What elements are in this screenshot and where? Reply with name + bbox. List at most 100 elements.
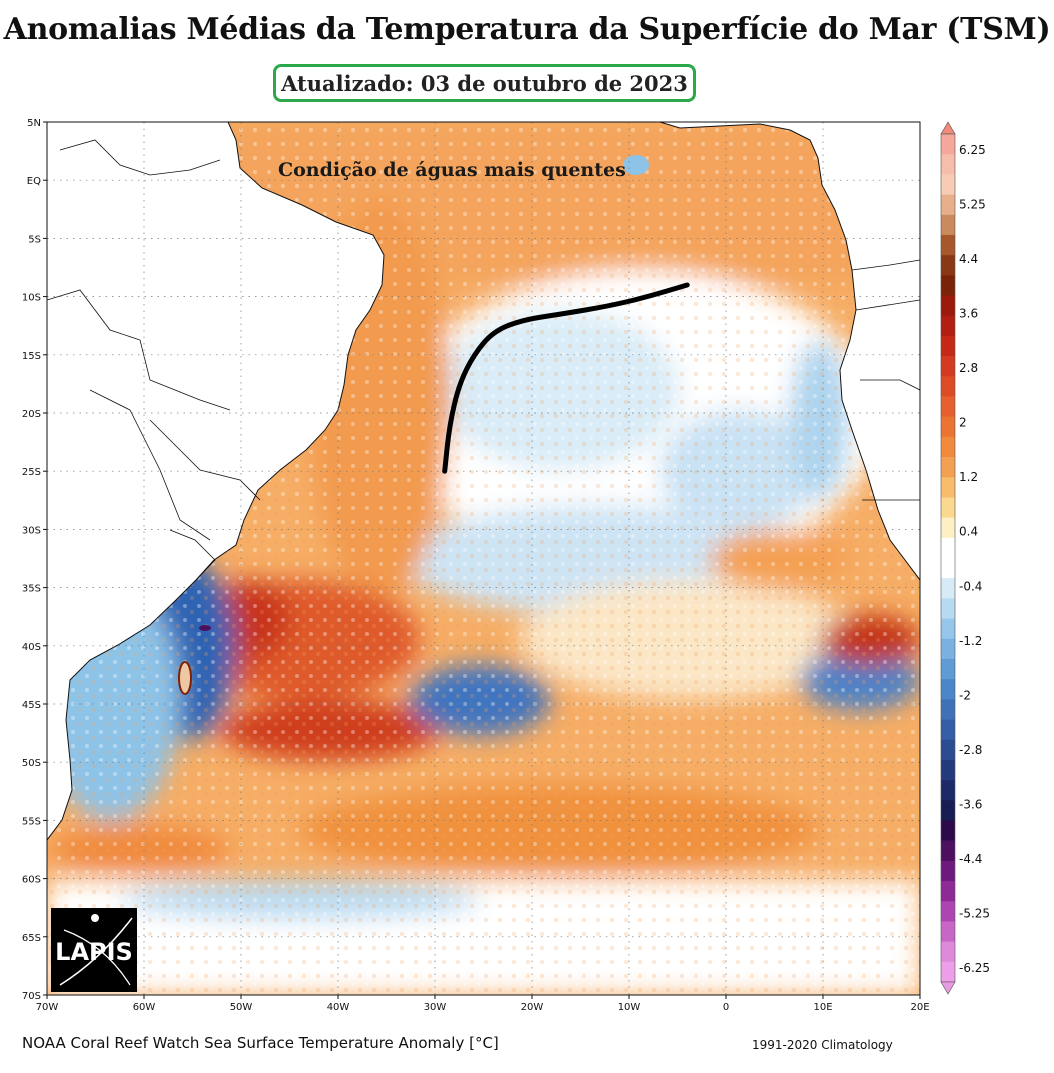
colorbar-swatch: [941, 255, 955, 276]
colorbar-tick-label: 6.25: [959, 143, 986, 157]
colorbar-swatch: [941, 234, 955, 256]
colorbar-swatch: [941, 194, 955, 216]
colorbar-tick-label: 3.6: [959, 307, 978, 321]
map-gridlines: [47, 122, 920, 995]
colorbar-swatch: [941, 517, 955, 539]
colorbar-swatch: [941, 719, 955, 741]
colorbar-swatch: [941, 901, 955, 922]
updated-date-badge: Atualizado: 03 de outubro de 2023: [273, 64, 696, 102]
colorbar-tick-label: -5.25: [959, 906, 990, 920]
colorbar-swatch: [941, 921, 955, 942]
colorbar-swatch: [941, 638, 955, 660]
latitude-axis: 5N EQ 5S 10S 15S 20S 25S 30S 35S 40S 45S 50S 55S 60S 6…: [22, 118, 47, 1002]
colorbar: [940, 121, 956, 995]
colorbar-swatch: [941, 154, 955, 175]
colorbar-tick-label: 5.25: [959, 198, 986, 212]
lat-tick-label: 60S: [22, 875, 41, 886]
lapis-logo-text: LAPIS: [55, 938, 133, 966]
climatology-caption: 1991-2020 Climatology: [752, 1038, 893, 1052]
colorbar-tick-label: 4.4: [959, 252, 978, 266]
colorbar-swatch: [941, 134, 955, 155]
colorbar-tick-label: 2.8: [959, 361, 978, 375]
lon-tick-label: 30W: [424, 1002, 447, 1013]
lat-tick-label: 50S: [22, 758, 41, 769]
lat-tick-label: EQ: [27, 176, 41, 187]
colorbar-swatch: [941, 497, 955, 518]
longitude-axis: 70W 60W 50W 40W 30W 20W 10W 0 10E 20E: [36, 995, 930, 1013]
colorbar-swatch: [941, 860, 955, 882]
south-america-land: [47, 122, 385, 841]
colorbar-tick-label: -4.4: [959, 852, 982, 866]
colorbar-swatch: [941, 295, 955, 317]
colorbar-swatch: [941, 376, 955, 397]
colorbar-swatch: [941, 759, 955, 781]
colorbar-swatch: [941, 436, 955, 458]
lon-tick-label: 10W: [618, 1002, 641, 1013]
colorbar-swatch: [941, 941, 955, 963]
colorbar-swatch: [941, 699, 955, 720]
lat-tick-label: 35S: [22, 584, 41, 595]
colorbar-swatch: [941, 396, 955, 417]
colorbar-swatch: [941, 739, 955, 761]
colorbar-tick-label: 1.2: [959, 470, 978, 484]
lat-tick-label: 40S: [22, 642, 41, 653]
colorbar-swatch: [941, 840, 955, 862]
lon-tick-label: 20W: [521, 1002, 544, 1013]
colorbar-swatch: [941, 275, 955, 296]
lon-tick-label: 0: [723, 1002, 729, 1013]
data-source-caption: NOAA Coral Reef Watch Sea Surface Temper…: [22, 1034, 499, 1052]
colorbar-swatch: [941, 780, 955, 801]
colorbar-tick-label: -1.2: [959, 634, 982, 648]
lon-tick-label: 40W: [327, 1002, 350, 1013]
lat-tick-label: 25S: [22, 467, 41, 478]
chart-title: Anomalias Médias da Temperatura da Super…: [3, 12, 1051, 47]
lat-tick-label: 65S: [22, 933, 41, 944]
colorbar-swatch: [941, 174, 955, 195]
colorbar-swatch: [941, 416, 955, 438]
lapis-logo: LAPIS: [51, 908, 137, 992]
lon-tick-label: 10E: [813, 1002, 832, 1013]
colorbar-tick-label: -2.8: [959, 743, 982, 757]
colorbar-swatch: [941, 658, 955, 680]
lat-tick-label: 10S: [22, 293, 41, 304]
lon-tick-label: 20E: [910, 1002, 929, 1013]
lon-tick-label: 60W: [133, 1002, 156, 1013]
lon-tick-label: 70W: [36, 1002, 59, 1013]
lat-tick-label: 5S: [28, 234, 41, 245]
colorbar-swatch: [941, 598, 955, 619]
colorbar-swatch: [941, 315, 955, 337]
lon-tick-label: 50W: [230, 1002, 253, 1013]
colorbar-swatch: [941, 679, 955, 700]
colorbar-swatch: [941, 335, 955, 357]
sst-anomaly-map: 5N EQ 5S 10S 15S 20S 25S 30S 35S 40S 45S 50S 55S 60S 6…: [0, 110, 1054, 1029]
map-frame: [46, 121, 921, 996]
warm-water-annotation: Condição de águas mais quentes: [278, 159, 626, 181]
colorbar-swatch: [941, 800, 955, 821]
warm-water-boundary-line: [442, 282, 690, 474]
colorbar-tick-label: -6.25: [959, 961, 990, 975]
colorbar-tick-label: 2: [959, 416, 967, 430]
colorbar-tick-label: -3.6: [959, 797, 982, 811]
colorbar-labels: 6.25 5.25 4.4 3.6 2.8 2 1.2 0.4 -0.4 -1.2 -2 -2.8 -3…: [959, 143, 990, 975]
colorbar-swatch: [941, 537, 955, 559]
colorbar-swatch: [941, 820, 955, 841]
colorbar-swatch: [941, 618, 955, 640]
lat-tick-label: 55S: [22, 816, 41, 827]
colorbar-tick-label: -2: [959, 688, 971, 702]
colorbar-tick-label: -0.4: [959, 579, 982, 593]
lat-tick-label: 15S: [22, 351, 41, 362]
lat-tick-label: 30S: [22, 525, 41, 536]
lat-tick-label: 45S: [22, 700, 41, 711]
colorbar-swatch: [941, 477, 955, 498]
colorbar-swatch: [941, 961, 955, 983]
country-borders: [47, 139, 920, 581]
colorbar-tick-label: 0.4: [959, 525, 978, 539]
colorbar-swatch: [941, 457, 955, 478]
lat-tick-label: 70S: [22, 991, 41, 1002]
colorbar-bottom-arrow: [940, 981, 956, 995]
lat-tick-label: 20S: [22, 409, 41, 420]
colorbar-top-arrow: [940, 121, 956, 135]
colorbar-swatch: [941, 356, 955, 377]
colorbar-swatch: [941, 558, 955, 579]
colorbar-swatch: [941, 578, 955, 599]
